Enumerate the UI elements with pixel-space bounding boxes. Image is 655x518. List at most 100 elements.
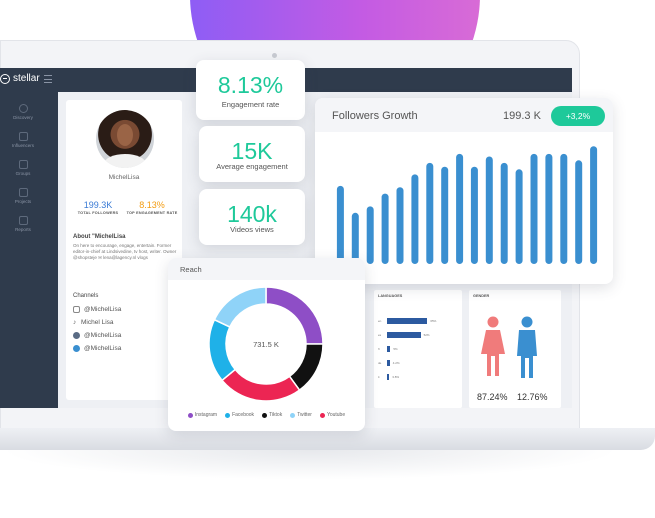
languages-title: LANGUAGES	[378, 294, 403, 298]
legend-dot	[319, 412, 325, 418]
videos-views-card-value: 140k	[227, 201, 277, 227]
chart-icon	[18, 216, 28, 225]
growth-bar-5[interactable]	[396, 187, 404, 264]
legend-label: Tiktok	[269, 412, 283, 418]
growth-bar-11[interactable]	[485, 156, 493, 265]
growth-bar-17[interactable]	[575, 160, 583, 264]
followers-growth-card: Followers Growth 199.3 K +3,2%	[315, 98, 613, 284]
instagram-icon	[73, 306, 80, 313]
app-name: stellar	[13, 73, 40, 84]
legend-dot	[187, 412, 193, 418]
legend-item-tiktok[interactable]: Tiktok	[262, 412, 282, 418]
language-bar	[387, 374, 390, 380]
gender-card: GENDER 87.24% 12.76%	[469, 290, 561, 408]
reach-slice-facebook[interactable]	[208, 318, 237, 382]
growth-bar-10[interactable]	[470, 166, 478, 264]
legend-item-twitter[interactable]: Twitter	[290, 412, 312, 418]
growth-bar-8[interactable]	[441, 166, 449, 264]
channel-tiktok[interactable]: ♪ Michel Lisa	[73, 319, 114, 326]
reach-legend: Instagram Facebook Tiktok Twitter Youtub…	[168, 412, 365, 418]
growth-bar-9[interactable]	[456, 153, 464, 264]
legend-item-youtube[interactable]: Youtube	[319, 412, 345, 418]
avatar-face	[117, 124, 133, 146]
engagement-rate-card-label: Engagement rate	[221, 100, 280, 109]
channel-instagram[interactable]: @MichelLisa	[73, 306, 121, 313]
app-logo[interactable]: stellar	[0, 73, 40, 84]
total-followers-stat: 199.3K TOTAL FOLLOWERS	[72, 200, 124, 215]
hamburger-menu-icon[interactable]	[44, 75, 52, 83]
reach-slice-twitter[interactable]	[213, 286, 267, 328]
channel-twitter[interactable]: @MichelLisa	[73, 345, 121, 352]
sidebar-item-discovery[interactable]: Discovery	[0, 104, 46, 120]
channel-facebook[interactable]: @MichelLisa	[73, 332, 121, 339]
growth-bar-15[interactable]	[545, 153, 553, 264]
channel-handle: @MichelLisa	[84, 306, 122, 313]
channel-handle: @MichelLisa	[84, 345, 122, 352]
language-code: it	[378, 375, 380, 379]
reach-center-value: 731.5 K	[253, 340, 279, 349]
engagement-rate-value: 8.13%	[139, 200, 165, 210]
male-figure-icon	[517, 316, 537, 378]
facebook-icon	[73, 332, 80, 339]
growth-bar-12[interactable]	[500, 162, 508, 264]
growth-bar-4[interactable]	[381, 193, 389, 264]
profile-card: MichelLisa 199.3K TOTAL FOLLOWERS 8.13% …	[66, 100, 182, 400]
sidebar-item-groups[interactable]: Groups	[0, 160, 46, 176]
legend-dot	[225, 412, 231, 418]
gender-title: GENDER	[473, 294, 490, 298]
growth-bar-1[interactable]	[336, 185, 344, 264]
reach-slice-youtube[interactable]	[221, 368, 301, 402]
avatar-shirt	[104, 154, 146, 168]
language-code: es	[378, 333, 382, 337]
channels-title: Channels	[73, 293, 99, 299]
language-bar	[387, 360, 390, 366]
reach-slice-instagram[interactable]	[265, 286, 324, 345]
language-row-it: it 3.8%	[378, 374, 399, 380]
growth-bar-7[interactable]	[426, 162, 434, 264]
sidebar-item-label: Groups	[15, 171, 31, 176]
growth-bar-6[interactable]	[411, 174, 419, 264]
reach-header: Reach	[168, 258, 365, 280]
engagement-rate-card: 8.13% Engagement rate	[196, 60, 305, 120]
language-value: 52%	[423, 333, 430, 337]
growth-bar-2[interactable]	[351, 212, 359, 264]
sidebar-item-reports[interactable]: Reports	[0, 216, 46, 232]
sidebar-item-influencers[interactable]: Influencers	[0, 132, 46, 148]
engagement-rate-label: TOP ENGAGEMENT RATE	[126, 211, 178, 215]
legend-item-instagram[interactable]: Instagram	[187, 412, 218, 418]
language-row-fr: fr 5%	[378, 346, 398, 352]
growth-bar-3[interactable]	[366, 206, 374, 264]
total-followers-label: TOTAL FOLLOWERS	[77, 211, 119, 215]
language-bar	[387, 346, 391, 352]
female-percentage: 87.24%	[477, 392, 508, 402]
legend-label: Facebook	[232, 412, 255, 418]
male-percentage: 12.76%	[517, 392, 548, 402]
sidebar-item-label: Projects	[14, 199, 32, 204]
followers-growth-chart	[336, 146, 598, 265]
sidebar-item-label: Influencers	[11, 143, 34, 148]
language-bar	[387, 332, 421, 338]
legend-item-facebook[interactable]: Facebook	[225, 412, 254, 418]
reach-donut-chart: 731.5 K	[208, 286, 324, 402]
sidebar-item-projects[interactable]: Projects	[0, 188, 46, 204]
average-engagement-card: 15K Average engagement	[199, 126, 305, 182]
followers-growth-change-badge: +3,2%	[551, 106, 605, 126]
followers-growth-header: Followers Growth 199.3 K +3,2%	[315, 98, 613, 132]
language-bar	[387, 318, 428, 324]
stellar-logo-icon	[0, 73, 10, 84]
twitter-icon	[73, 345, 80, 352]
growth-bar-16[interactable]	[560, 153, 568, 264]
videos-views-card: 140k Videos views	[199, 189, 305, 245]
sidebar-item-label: Reports	[15, 227, 31, 232]
growth-bar-14[interactable]	[530, 153, 538, 264]
legend-label: Instagram	[194, 412, 218, 418]
compass-icon	[18, 104, 28, 113]
growth-bar-13[interactable]	[515, 169, 523, 264]
laptop-shadow	[0, 450, 620, 480]
growth-bar-18[interactable]	[590, 146, 598, 264]
legend-dot	[290, 412, 296, 418]
language-code: en	[378, 319, 382, 323]
average-engagement-card-value: 15K	[231, 138, 273, 164]
reach-card: Reach 731.5 K Instagram Facebook Tiktok …	[168, 258, 365, 431]
reach-title: Reach	[180, 265, 202, 274]
